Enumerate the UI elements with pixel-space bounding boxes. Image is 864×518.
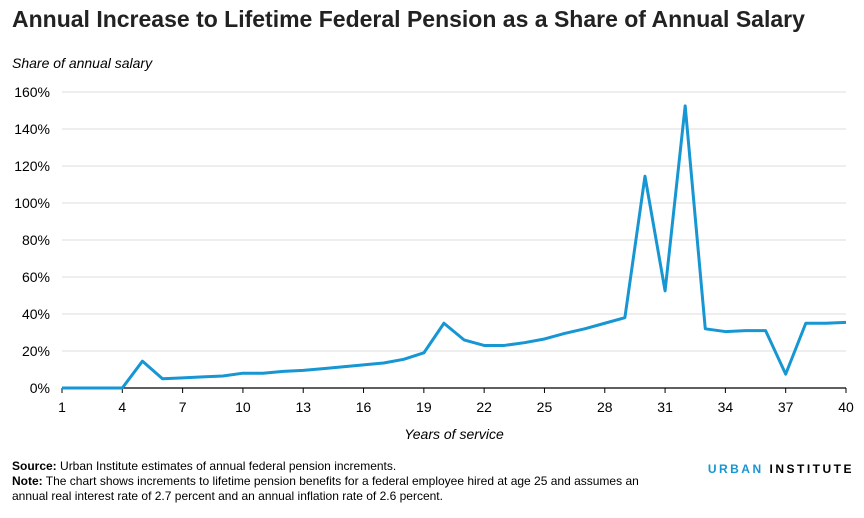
x-tick-label: 4 (118, 399, 126, 415)
urban-institute-logo: URBAN INSTITUTE (708, 462, 854, 476)
chart-title: Annual Increase to Lifetime Federal Pens… (12, 6, 805, 32)
chart-footer: Source: Urban Institute estimates of ann… (12, 459, 652, 504)
x-tick-label: 31 (657, 399, 673, 415)
x-tick-label: 16 (356, 399, 372, 415)
y-tick-label: 120% (14, 158, 50, 174)
note-label: Note: (12, 474, 43, 488)
y-tick-label: 160% (14, 84, 50, 100)
source-label: Source: (12, 459, 57, 473)
y-tick-label: 140% (14, 121, 50, 137)
x-tick-label: 25 (537, 399, 553, 415)
y-tick-label: 100% (14, 195, 50, 211)
note-text: The chart shows increments to lifetime p… (12, 474, 639, 503)
y-tick-label: 80% (22, 232, 50, 248)
y-tick-label: 60% (22, 269, 50, 285)
brand-part-2: INSTITUTE (769, 462, 854, 476)
source-text: Urban Institute estimates of annual fede… (56, 459, 397, 473)
y-tick-label: 0% (30, 380, 50, 396)
x-tick-label: 1 (58, 399, 66, 415)
x-axis-label: Years of service (404, 426, 504, 442)
brand-part-1: URBAN (707, 462, 764, 476)
x-tick-label: 22 (476, 399, 492, 415)
x-tick-label: 34 (718, 399, 734, 415)
x-tick-label: 19 (416, 399, 432, 415)
x-axis-ticks: 1 4 7 10 13 16 19 22 25 28 31 34 37 40 (58, 388, 854, 415)
gridlines (62, 91, 846, 389)
x-tick-label: 13 (295, 399, 311, 415)
y-tick-label: 40% (22, 306, 50, 322)
y-tick-label: 20% (22, 343, 50, 359)
x-tick-label: 40 (838, 399, 854, 415)
x-tick-label: 7 (179, 399, 187, 415)
x-tick-label: 10 (235, 399, 251, 415)
x-tick-label: 37 (778, 399, 794, 415)
series-line (62, 104, 847, 390)
y-axis-label: Share of annual salary (12, 55, 153, 71)
note-line: Note: The chart shows increments to life… (12, 474, 652, 504)
y-axis-ticks: 0% 20% 40% 60% 80% 100% 120% 140% 160% (14, 84, 50, 396)
x-tick-label: 28 (597, 399, 613, 415)
source-line: Source: Urban Institute estimates of ann… (12, 459, 652, 474)
